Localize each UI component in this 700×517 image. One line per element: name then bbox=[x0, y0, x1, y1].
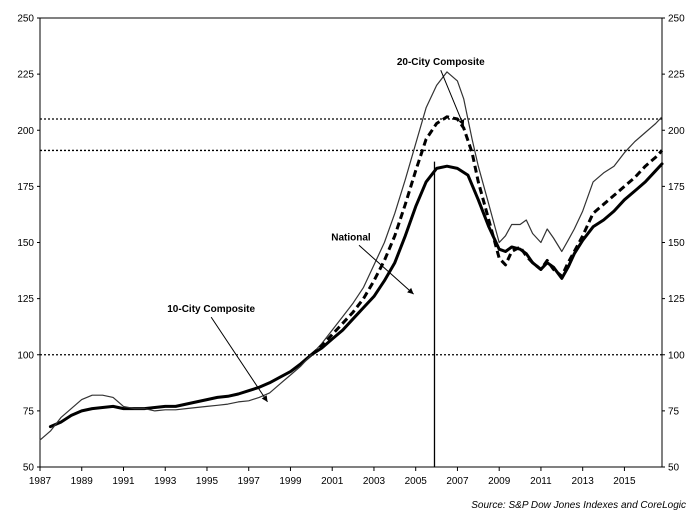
annotation-arrow-line bbox=[440, 69, 465, 126]
x-tick-label: 2007 bbox=[446, 476, 469, 487]
series-layer bbox=[39, 71, 664, 441]
y-tick-label-left: 75 bbox=[23, 406, 35, 417]
y-tick-label-left: 150 bbox=[17, 238, 34, 249]
x-tick-label: 1995 bbox=[196, 476, 219, 487]
annotation-arrowhead bbox=[407, 287, 414, 295]
series-line-20-city-composite bbox=[310, 71, 663, 356]
series-line-national bbox=[48, 162, 664, 429]
x-tick-label: 2013 bbox=[572, 476, 595, 487]
y-tick-label-right: 150 bbox=[668, 238, 685, 249]
series-line-10-city-composite bbox=[39, 354, 312, 441]
x-tick-label: 1997 bbox=[238, 476, 261, 487]
x-tick-label: 2015 bbox=[613, 476, 636, 487]
y-tick-label-right: 100 bbox=[668, 350, 685, 361]
y-tick-label-left: 50 bbox=[23, 463, 35, 474]
source-note: Source: S&P Dow Jones Indexes and CoreLo… bbox=[471, 500, 686, 511]
annotation-arrowhead bbox=[458, 119, 465, 126]
y-tick-label-left: 100 bbox=[17, 350, 34, 361]
annotation-label: 20-City Composite bbox=[397, 57, 485, 68]
y-axis-right-ticks: 50 75 100 125 150 175 200 225 250 bbox=[662, 14, 685, 474]
y-tick-label-right: 200 bbox=[668, 126, 685, 137]
reference-lines bbox=[40, 118, 662, 467]
annotation-arrow-line bbox=[210, 316, 268, 403]
x-tick-label: 2009 bbox=[488, 476, 511, 487]
x-tick-label: 1987 bbox=[29, 476, 52, 487]
x-tick-label: 2005 bbox=[405, 476, 428, 487]
x-tick-label: 1993 bbox=[154, 476, 177, 487]
x-tick-label: 2001 bbox=[321, 476, 344, 487]
annotation-arrowhead bbox=[261, 395, 268, 402]
y-tick-label-left: 250 bbox=[17, 14, 34, 25]
y-tick-label-left: 200 bbox=[17, 126, 34, 137]
y-tick-label-right: 175 bbox=[668, 182, 685, 193]
series-line-unnamed-1 bbox=[310, 115, 664, 356]
annotation-label: 10-City Composite bbox=[167, 304, 255, 315]
annotation-arrow-line bbox=[358, 244, 414, 295]
x-tick-label: 1991 bbox=[112, 476, 135, 487]
y-tick-label-right: 75 bbox=[668, 406, 680, 417]
y-tick-label-left: 175 bbox=[17, 182, 34, 193]
y-tick-label-right: 250 bbox=[668, 14, 685, 25]
x-axis-ticks: 1987 1989 1991 1993 1995 1997 1999 2001 2003 2005… bbox=[29, 467, 636, 487]
x-tick-label: 1999 bbox=[279, 476, 302, 487]
y-tick-label-right: 125 bbox=[668, 294, 685, 305]
annotation-layer: 20-City Composite National 10-City Composi… bbox=[167, 57, 485, 403]
y-tick-label-right: 50 bbox=[668, 463, 680, 474]
y-tick-label-right: 225 bbox=[668, 70, 685, 81]
x-tick-label: 1989 bbox=[71, 476, 94, 487]
y-tick-label-left: 125 bbox=[17, 294, 34, 305]
x-tick-label: 2011 bbox=[530, 476, 552, 487]
y-tick-label-left: 225 bbox=[17, 70, 34, 81]
x-tick-label: 2003 bbox=[363, 476, 386, 487]
annotation-label: National bbox=[331, 232, 371, 243]
y-axis-left-ticks: 50 75 100 125 150 175 200 225 250 bbox=[17, 14, 40, 474]
